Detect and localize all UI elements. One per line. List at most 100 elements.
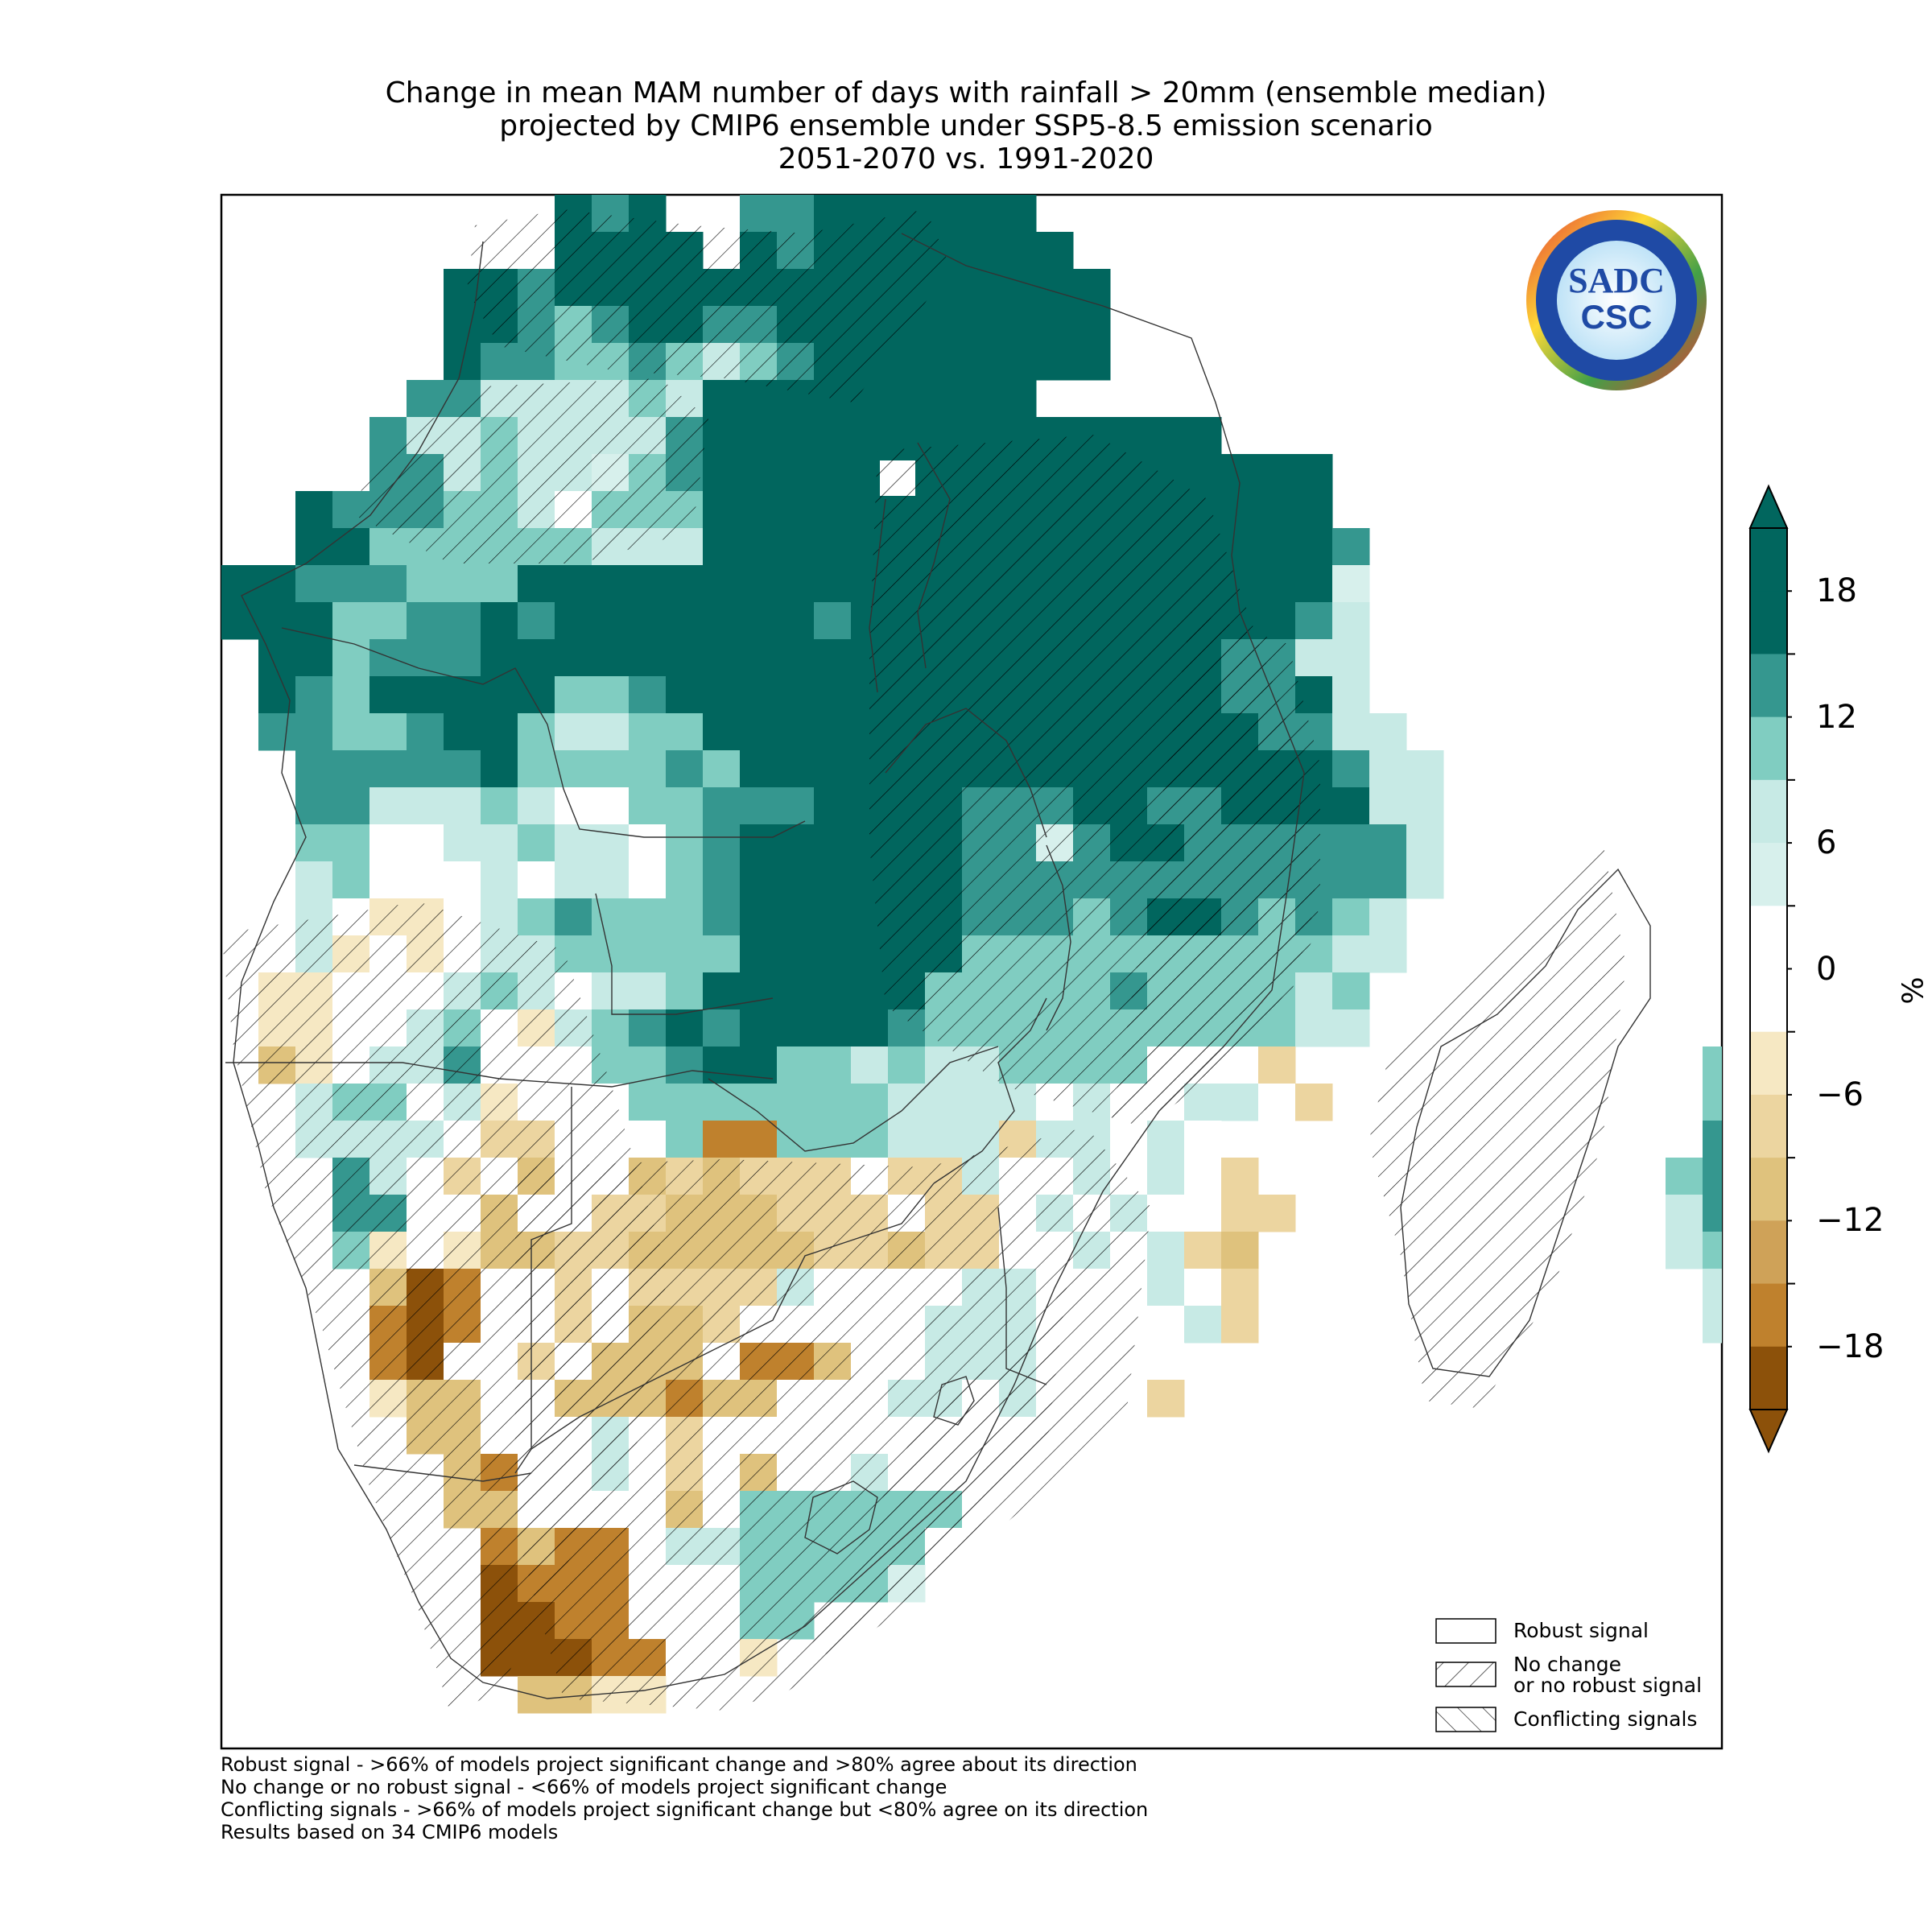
border-sa-moz bbox=[997, 1207, 1047, 1385]
grid-cell bbox=[1258, 454, 1296, 492]
colorbar-band bbox=[1750, 1158, 1787, 1221]
grid-cell bbox=[1073, 343, 1111, 381]
grid-cell bbox=[740, 417, 778, 455]
grid-cell bbox=[1221, 1158, 1259, 1195]
country-borders bbox=[225, 233, 1651, 1699]
grid-cell bbox=[1814, 1009, 1852, 1047]
grid-cell bbox=[1888, 898, 1926, 936]
grid-cell bbox=[703, 787, 741, 825]
grid-cell bbox=[777, 861, 815, 899]
grid-cell bbox=[555, 713, 592, 751]
colorbar-band bbox=[1750, 591, 1787, 654]
grid-cell bbox=[369, 713, 407, 751]
logo-csc: CSC bbox=[1581, 298, 1653, 336]
grid-cell bbox=[518, 898, 555, 936]
grid-cell bbox=[888, 1084, 926, 1121]
grid-cell bbox=[777, 713, 815, 751]
legend-label-no-change-2: or no robust signal bbox=[1513, 1674, 1703, 1697]
grid-cell bbox=[814, 898, 852, 936]
grid-cell bbox=[962, 306, 1000, 344]
legend-swatch-conflicting bbox=[1435, 1707, 1496, 1732]
grid-cell bbox=[295, 824, 333, 862]
grid-cell bbox=[295, 565, 333, 603]
grid-cell bbox=[518, 1676, 555, 1714]
grid-cell bbox=[740, 935, 778, 973]
grid-cell bbox=[1925, 1084, 1932, 1121]
grid-cell bbox=[1851, 787, 1889, 825]
grid-cell bbox=[666, 1046, 704, 1084]
grid-cell bbox=[555, 824, 592, 862]
grid-cell bbox=[1295, 639, 1333, 677]
grid-cell bbox=[777, 1046, 815, 1084]
grid-cell bbox=[1703, 1121, 1722, 1158]
grid-cell bbox=[740, 750, 778, 788]
grid-cell bbox=[1332, 528, 1370, 566]
grid-cell bbox=[777, 787, 815, 825]
grid-cell bbox=[703, 898, 741, 936]
grid-cell bbox=[1369, 824, 1407, 862]
grid-cell bbox=[740, 491, 778, 529]
grid-cell bbox=[295, 528, 333, 566]
grid-cell bbox=[518, 861, 555, 899]
grid-cell bbox=[740, 565, 778, 603]
grid-cell bbox=[777, 528, 815, 566]
colorbar-band bbox=[1750, 1094, 1787, 1158]
grid-cell bbox=[962, 1084, 1000, 1121]
grid-cell bbox=[777, 195, 815, 233]
hatch-north bbox=[467, 209, 950, 402]
hatch-madagascar bbox=[1368, 837, 1626, 1409]
border-namibia-botswana bbox=[514, 1087, 572, 1474]
grid-cell bbox=[1888, 1158, 1926, 1195]
colorbar-band bbox=[1750, 968, 1787, 1033]
grid-cell bbox=[332, 602, 370, 640]
grid-cell bbox=[555, 861, 592, 899]
madagascar-outline bbox=[1400, 868, 1651, 1377]
grid-cell bbox=[407, 861, 444, 899]
grid-cell bbox=[1332, 713, 1370, 751]
colorbar-extend-bottom bbox=[1748, 1409, 1789, 1454]
grid-cell bbox=[332, 750, 370, 788]
grid-cell bbox=[814, 417, 852, 455]
border-zambia-south bbox=[708, 1046, 999, 1152]
grid-cell bbox=[851, 417, 889, 455]
grid-cell bbox=[629, 1009, 667, 1047]
grid-cell bbox=[740, 602, 778, 640]
hatch-south-africa bbox=[515, 1127, 1151, 1711]
grid-cell bbox=[629, 639, 667, 677]
grid-cell bbox=[814, 972, 852, 1010]
grid-cell bbox=[1888, 1232, 1926, 1269]
grid-cell bbox=[407, 676, 444, 714]
grid-cell bbox=[666, 935, 704, 973]
grid-cell bbox=[1369, 935, 1407, 973]
grid-cell bbox=[703, 528, 741, 566]
grid-cell bbox=[814, 676, 852, 714]
legend bbox=[1435, 1618, 1496, 1732]
grid-cell bbox=[629, 750, 667, 788]
colorbar-tick-label: −12 bbox=[1816, 1202, 1885, 1240]
grid-cell bbox=[1258, 528, 1296, 566]
grid-cell bbox=[1332, 824, 1370, 862]
border-angola-namibia bbox=[225, 1062, 774, 1088]
grid-cell bbox=[592, 676, 630, 714]
grid-cell bbox=[962, 343, 1000, 381]
grid-cell bbox=[814, 787, 852, 825]
grid-cell bbox=[1703, 1158, 1722, 1195]
grid-cell bbox=[555, 676, 592, 714]
grid-cell bbox=[1332, 972, 1370, 1010]
grid-cell bbox=[1147, 1343, 1185, 1381]
grid-cell bbox=[481, 713, 518, 751]
colorbar-tick-label: −6 bbox=[1816, 1075, 1864, 1113]
grid-cell bbox=[814, 565, 852, 603]
grid-cell bbox=[1147, 1195, 1185, 1232]
grid-cell bbox=[1295, 602, 1333, 640]
grid-cell bbox=[740, 195, 778, 233]
coastline-mainland bbox=[233, 233, 1305, 1699]
grid-cell bbox=[666, 787, 704, 825]
lesotho-outline bbox=[804, 1480, 878, 1554]
grid-cell bbox=[444, 824, 481, 862]
grid-cell bbox=[1851, 1269, 1889, 1307]
grid-cell bbox=[925, 306, 963, 344]
grid-cell bbox=[1221, 1195, 1259, 1232]
grid-cell bbox=[740, 639, 778, 677]
